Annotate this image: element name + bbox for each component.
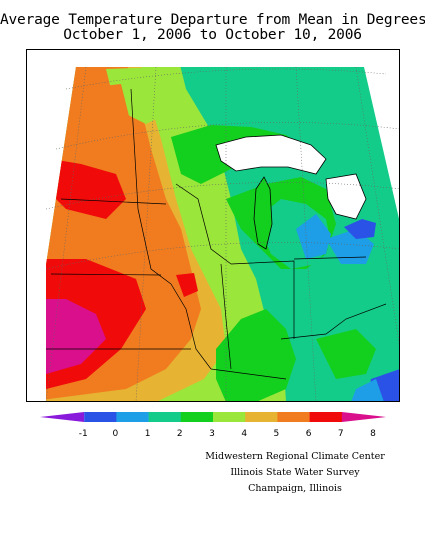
legend-tick-label: 8 — [370, 429, 376, 439]
legend-tick-label: 2 — [177, 429, 183, 439]
legend-swatch — [277, 412, 310, 422]
state-boundaries — [46, 88, 387, 380]
legend-swatch — [341, 412, 386, 422]
map-date-range: October 1, 2006 to October 10, 2006 — [63, 27, 362, 43]
legend-tick-label: 5 — [274, 429, 280, 439]
legend-swatch — [213, 412, 246, 422]
legend-tick-label: 6 — [306, 429, 312, 439]
credit-location: Champaign, Illinois — [248, 483, 342, 494]
legend-tick-label: -1 — [79, 429, 88, 439]
legend-swatch — [84, 412, 117, 422]
legend-tick-label: 7 — [338, 429, 344, 439]
legend-swatch — [309, 412, 343, 422]
legend-swatch — [116, 412, 149, 422]
legend-ticks: -1 0 1 2 3 4 5 6 7 8 — [79, 429, 376, 439]
legend-bar — [40, 412, 386, 422]
lakes — [215, 134, 367, 250]
legend-tick-label: 4 — [241, 429, 247, 439]
legend-swatch — [40, 412, 85, 422]
legend-swatch — [245, 412, 278, 422]
legend-swatch — [180, 412, 214, 422]
credit-isws: Illinois State Water Survey — [230, 467, 360, 478]
credit-mrcc: Midwestern Regional Climate Center — [205, 451, 385, 462]
legend-tick-label: 1 — [145, 429, 151, 439]
legend-tick-label: 3 — [209, 429, 215, 439]
map-title: Average Temperature Departure from Mean … — [0, 12, 425, 28]
legend-tick-label: 0 — [113, 429, 119, 439]
legend-swatch — [148, 412, 182, 422]
temperature-departure-map — [26, 49, 400, 402]
color-scale-legend: -1 0 1 2 3 4 5 6 7 8 — [40, 412, 386, 439]
graticule — [45, 66, 400, 402]
